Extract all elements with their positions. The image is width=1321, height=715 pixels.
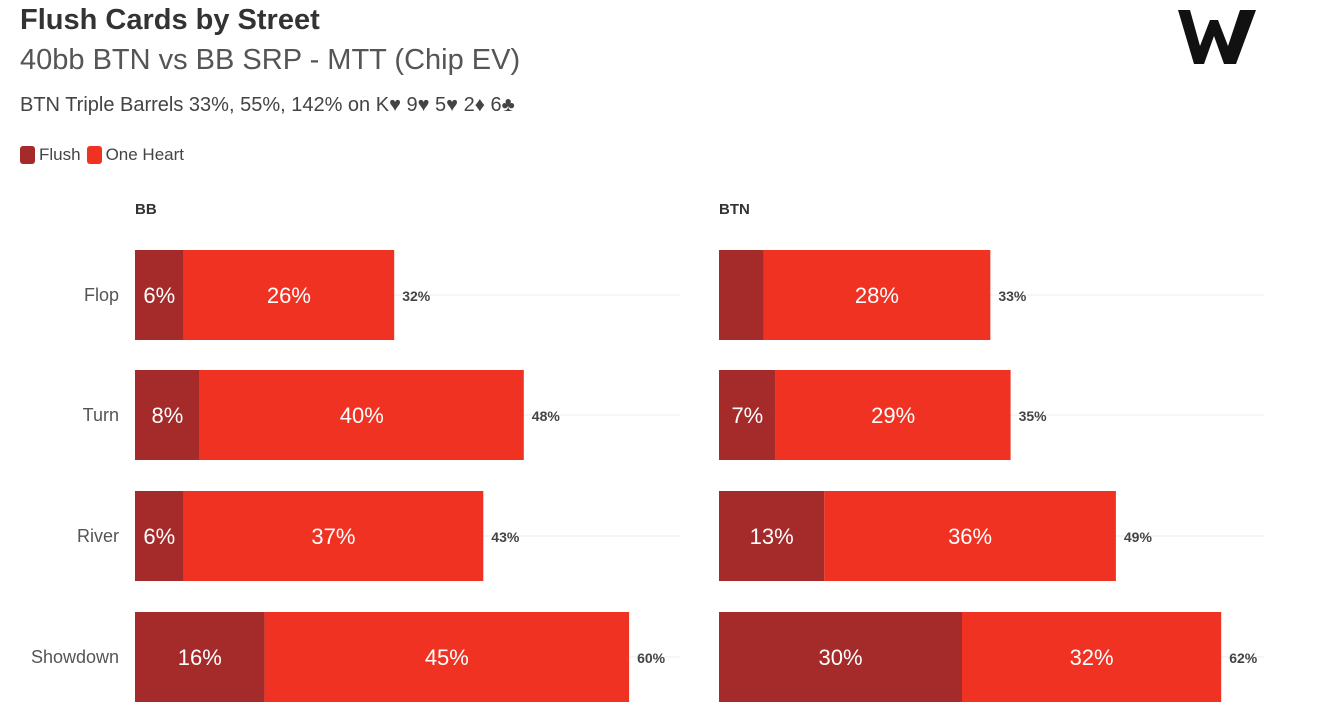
bar-bb-showdown-flush: [135, 612, 265, 702]
chart-title: Flush Cards by Street: [20, 4, 320, 36]
total-label-bb-showdown: 60%: [637, 650, 666, 666]
legend-label-one-heart: One Heart: [105, 145, 185, 164]
legend-swatch-flush: [20, 146, 35, 164]
panel-title-bb: BB: [135, 201, 157, 218]
bar-bb-turn-one-heart: [199, 370, 524, 460]
bar-bb-flop-flush: [135, 250, 184, 340]
bar-btn-turn-one-heart: [775, 370, 1011, 460]
total-label-btn-turn: 35%: [1019, 408, 1048, 424]
data-label-bb-river-one-heart: 37%: [311, 524, 355, 549]
bar-btn-flop-flush: [719, 250, 764, 340]
total-label-btn-flop: 33%: [998, 288, 1027, 304]
category-label-showdown: Showdown: [31, 647, 119, 667]
legend: Flush One Heart: [20, 145, 190, 165]
bar-bb-river-flush: [135, 491, 184, 581]
brand-logo: W: [1178, 10, 1256, 64]
data-label-btn-showdown-one-heart: 32%: [1070, 645, 1114, 670]
bar-bb-river-one-heart: [183, 491, 484, 581]
legend-item-one-heart: One Heart: [86, 145, 185, 165]
total-label-bb-flop: 32%: [402, 288, 431, 304]
data-label-btn-flop-one-heart: 28%: [855, 283, 899, 308]
bar-bb-flop-one-heart: [183, 250, 395, 340]
data-label-bb-showdown-one-heart: 45%: [425, 645, 469, 670]
data-label-bb-river-flush: 6%: [143, 524, 175, 549]
legend-swatch-one-heart: [86, 146, 102, 164]
data-label-bb-flop-flush: 6%: [143, 283, 175, 308]
data-label-bb-flop-one-heart: 26%: [267, 283, 311, 308]
bar-btn-river-flush: [719, 491, 825, 581]
legend-label-flush: Flush: [39, 145, 81, 164]
data-label-bb-turn-flush: 8%: [152, 403, 184, 428]
category-label-turn: Turn: [83, 405, 119, 425]
bar-bb-turn-flush: [135, 370, 200, 460]
total-label-btn-river: 49%: [1124, 529, 1153, 545]
total-label-btn-showdown: 62%: [1229, 650, 1258, 666]
bar-btn-showdown-flush: [719, 612, 962, 702]
bar-bb-showdown-one-heart: [264, 612, 630, 702]
category-label-river: River: [77, 526, 119, 546]
data-label-btn-showdown-flush: 30%: [818, 645, 862, 670]
bar-btn-turn-flush: [719, 370, 776, 460]
data-label-bb-turn-one-heart: 40%: [340, 403, 384, 428]
total-label-bb-river: 43%: [491, 529, 520, 545]
bar-btn-flop-one-heart: [763, 250, 991, 340]
bar-btn-river-one-heart: [824, 491, 1116, 581]
data-label-btn-turn-one-heart: 29%: [871, 403, 915, 428]
data-label-btn-river-one-heart: 36%: [948, 524, 992, 549]
total-label-bb-turn: 48%: [532, 408, 561, 424]
panel-title-btn: BTN: [719, 201, 750, 218]
data-label-btn-river-flush: 13%: [750, 524, 794, 549]
legend-item-flush: Flush: [20, 145, 81, 165]
data-label-bb-showdown-flush: 16%: [178, 645, 222, 670]
bar-btn-showdown-one-heart: [962, 612, 1222, 702]
chart-subtitle: 40bb BTN vs BB SRP - MTT (Chip EV): [20, 44, 521, 76]
chart-description: BTN Triple Barrels 33%, 55%, 142% on K♥ …: [20, 94, 515, 116]
data-label-btn-turn-flush: 7%: [731, 403, 763, 428]
category-label-flop: Flop: [84, 285, 119, 305]
